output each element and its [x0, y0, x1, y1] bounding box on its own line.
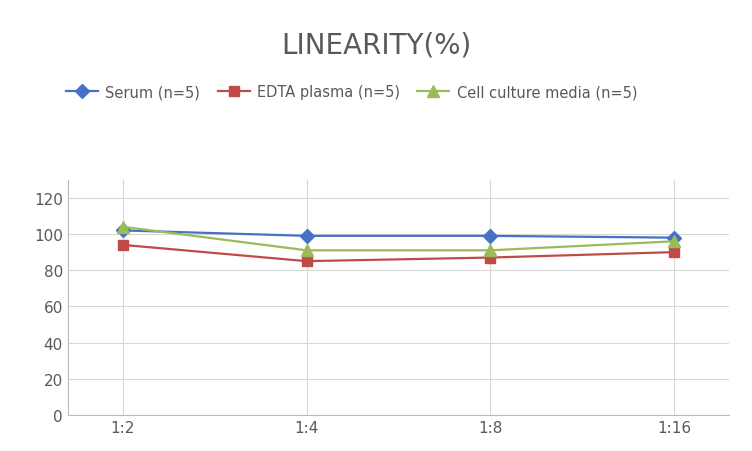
Line: Serum (n=5): Serum (n=5) — [118, 226, 679, 243]
Serum (n=5) — [118, 228, 127, 234]
Cell culture media (n=5) — [486, 248, 495, 253]
Text: LINEARITY(%): LINEARITY(%) — [281, 32, 471, 60]
Cell culture media (n=5) — [118, 225, 127, 230]
Cell culture media (n=5) — [302, 248, 311, 253]
Serum (n=5) — [302, 234, 311, 239]
EDTA plasma (n=5) — [486, 255, 495, 261]
Line: Cell culture media (n=5): Cell culture media (n=5) — [117, 222, 680, 256]
EDTA plasma (n=5) — [302, 259, 311, 264]
Serum (n=5) — [670, 235, 679, 241]
Serum (n=5) — [486, 234, 495, 239]
Legend: Serum (n=5), EDTA plasma (n=5), Cell culture media (n=5): Serum (n=5), EDTA plasma (n=5), Cell cul… — [60, 79, 643, 106]
Cell culture media (n=5) — [670, 239, 679, 244]
Line: EDTA plasma (n=5): EDTA plasma (n=5) — [118, 240, 679, 267]
EDTA plasma (n=5) — [118, 243, 127, 248]
EDTA plasma (n=5) — [670, 250, 679, 255]
